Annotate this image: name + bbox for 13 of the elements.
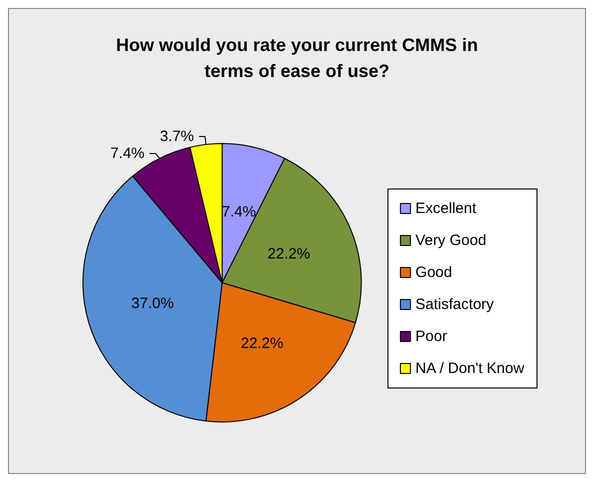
data-label: 22.2% [268,246,310,263]
chart-title: How would you rate your current CMMS in terms of ease of use? [116,35,478,81]
legend-label: Good [415,264,452,281]
data-label: 7.4% [222,204,256,221]
legend-label: Poor [415,328,448,345]
legend-label: NA / Don't Know [415,360,524,377]
legend-label: Excellent [415,200,478,217]
data-label: 7.4% [110,145,145,162]
legend-label: Satisfactory [415,296,494,313]
data-label: 3.7% [160,128,194,146]
data-label: 37.0% [131,295,174,312]
legend-label: Very Good [415,232,486,249]
data-label: 22.2% [240,334,284,352]
